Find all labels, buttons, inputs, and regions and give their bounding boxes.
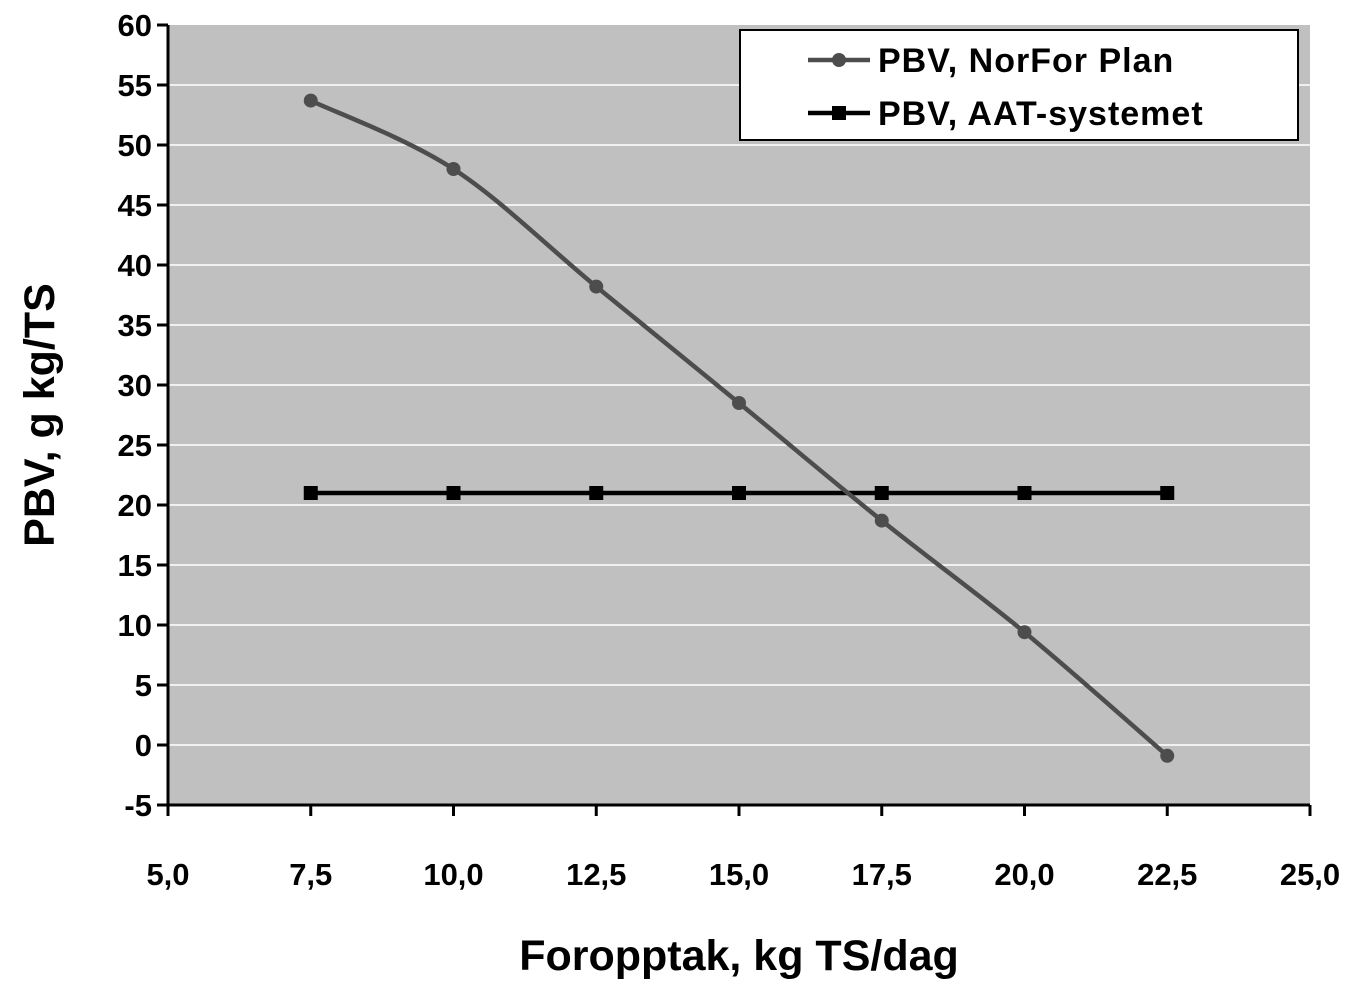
y-tick-label: 25 bbox=[118, 428, 152, 463]
x-tick-label: 15,0 bbox=[709, 857, 769, 892]
data-point-series-2 bbox=[874, 486, 889, 500]
y-tick-label: 5 bbox=[135, 668, 152, 703]
y-tick-label: -5 bbox=[124, 788, 152, 823]
data-point-series-1 bbox=[874, 513, 889, 528]
legend-box bbox=[739, 29, 1299, 141]
series bbox=[303, 93, 1175, 763]
data-point-series-2 bbox=[303, 486, 318, 500]
x-tick-label: 25,0 bbox=[1280, 857, 1340, 892]
y-tick-label: 20 bbox=[118, 488, 152, 523]
x-tick-label: 20,0 bbox=[994, 857, 1054, 892]
x-tick-label: 7,5 bbox=[289, 857, 332, 892]
y-axis-title: PBV, g kg/TS bbox=[16, 283, 64, 547]
x-tick-label: 5,0 bbox=[146, 857, 189, 892]
data-point-series-2 bbox=[446, 486, 461, 500]
y-tick-label: 30 bbox=[118, 368, 152, 403]
y-tick-label: 10 bbox=[118, 608, 152, 643]
x-tick-label: 22,5 bbox=[1137, 857, 1197, 892]
data-point-series-2 bbox=[732, 486, 746, 500]
data-point-series-1 bbox=[589, 279, 604, 294]
gridlines bbox=[168, 84, 1310, 746]
data-point-series-1 bbox=[1160, 748, 1175, 763]
data-point-series-2 bbox=[589, 486, 604, 500]
legend-marker-series-1 bbox=[832, 53, 846, 67]
x-tick-label: 17,5 bbox=[852, 857, 912, 892]
y-tick-label: 50 bbox=[118, 128, 152, 163]
y-tick-label: 40 bbox=[118, 248, 152, 283]
y-tick-label: 35 bbox=[118, 308, 152, 343]
x-tick-label: 10,0 bbox=[423, 857, 483, 892]
x-ticks: 5,0 7,5 10,0 12,5 15,0 17,5 20,0 22,5 25,0 bbox=[146, 805, 1340, 892]
y-tick-label: 45 bbox=[118, 188, 152, 223]
y-tick-label: 15 bbox=[118, 548, 152, 583]
data-point-series-1 bbox=[732, 396, 746, 410]
y-tick-label: 55 bbox=[118, 68, 152, 103]
data-point-series-1 bbox=[303, 93, 318, 108]
y-tick-label: 0 bbox=[135, 728, 152, 763]
data-point-series-2 bbox=[1160, 486, 1175, 500]
plot-area bbox=[168, 25, 1310, 805]
legend: PBV, NorFor Plan PBV, AAT-systemet bbox=[739, 29, 1299, 141]
data-point-series-1 bbox=[446, 162, 461, 176]
legend-marker-series-2 bbox=[832, 106, 846, 120]
data-point-series-2 bbox=[1017, 486, 1032, 500]
y-ticks: -5 0 5 10 15 20 25 30 35 40 45 50 55 60 bbox=[118, 8, 168, 823]
y-tick-label: 60 bbox=[118, 8, 152, 43]
x-tick-label: 12,5 bbox=[566, 857, 626, 892]
legend-label-series-2: PBV, AAT-systemet bbox=[878, 95, 1204, 133]
data-point-series-1 bbox=[1017, 625, 1032, 640]
x-axis-title: Foropptak, kg TS/dag bbox=[519, 932, 959, 980]
legend-label-series-1: PBV, NorFor Plan bbox=[878, 42, 1174, 80]
